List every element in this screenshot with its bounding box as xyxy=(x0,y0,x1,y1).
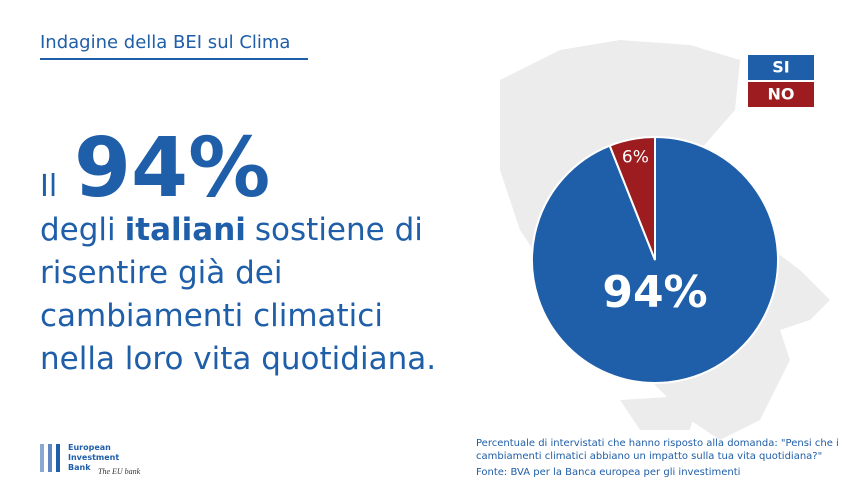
headline-line: nella loro vita quotidiana. xyxy=(40,341,436,377)
headline-line: degli italiani sostiene di xyxy=(40,212,423,248)
headline-figure: 94% xyxy=(74,121,270,216)
logo-text: Investment xyxy=(68,453,119,462)
logo-bar xyxy=(40,444,44,472)
value-label: 6% xyxy=(622,147,649,167)
logo-text: Bank xyxy=(68,463,91,472)
text: sostiene di xyxy=(255,212,423,248)
headline-prefix: Il xyxy=(40,169,57,204)
headline-line: cambiamenti climatici xyxy=(40,298,383,334)
legend-label: SI xyxy=(772,58,789,77)
logo-bar xyxy=(56,444,60,472)
pie-slice xyxy=(608,135,656,261)
text-bold: italiani xyxy=(125,212,246,248)
source: Fonte: BVA per la Banca europea per gli … xyxy=(476,467,740,478)
legend: SI NO xyxy=(748,55,814,107)
logo-bar xyxy=(48,444,52,472)
legend-swatch xyxy=(748,55,814,80)
header: Indagine della BEI sul Clima xyxy=(40,32,290,53)
text: degli xyxy=(40,212,116,248)
note: Percentuale di intervistati che hanno ri… xyxy=(476,438,839,449)
legend-label: NO xyxy=(768,85,795,104)
legend-swatch xyxy=(748,82,814,107)
logo-text: European xyxy=(68,443,111,452)
headline-line: risentire già dei xyxy=(40,255,283,291)
note: cambiamenti climatici abbiano un impatto… xyxy=(476,451,822,462)
logo-tagline: The EU bank xyxy=(98,467,141,476)
value-label: 94% xyxy=(602,267,707,318)
map-island xyxy=(620,395,700,430)
pie-chart: 94% 6% xyxy=(531,135,779,384)
